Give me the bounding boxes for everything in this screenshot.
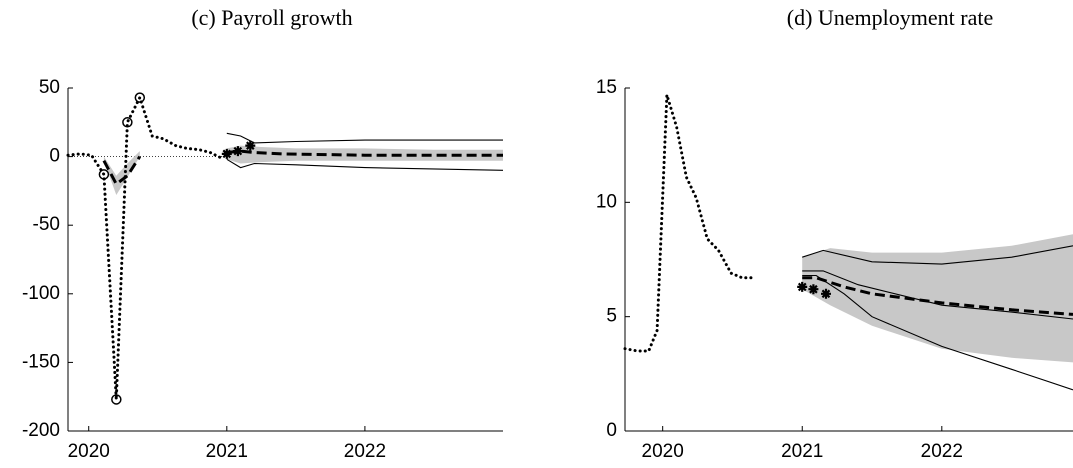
dotted-line: [66, 93, 223, 400]
star-marker: [797, 281, 808, 292]
circle-marker: [122, 117, 133, 128]
y-tick-label: 10: [596, 191, 617, 212]
star-marker: [808, 284, 819, 295]
y-tick-label: -100: [22, 283, 60, 304]
x-tick-label: 2020: [68, 441, 110, 462]
solid-line: [802, 274, 1073, 391]
x-tick-label: 2021: [781, 441, 823, 462]
solid-line: [226, 132, 503, 144]
star-marker: [245, 140, 256, 151]
y-tick-label: 50: [39, 77, 60, 98]
dashed-line: [102, 149, 503, 187]
star-marker: [221, 148, 232, 159]
star-marker: [821, 288, 831, 299]
y-tick-label: -200: [22, 420, 60, 441]
chart-title: (c) Payroll growth: [191, 5, 352, 30]
circle-marker: [111, 394, 122, 405]
y-tick-label: 0: [49, 146, 60, 167]
circle-marker: [134, 92, 146, 103]
circle-marker: [98, 169, 110, 180]
y-tick-label: 0: [606, 420, 617, 441]
x-tick-label: 2022: [921, 441, 963, 462]
dotted-line: [623, 94, 755, 353]
confidence-band: [103, 151, 140, 195]
solid-line: [226, 158, 504, 171]
dashed-line: [802, 276, 1073, 316]
y-tick-label: -50: [33, 214, 60, 235]
chart-title: (d) Unemployment rate: [787, 5, 994, 30]
solid-line: [802, 245, 1073, 265]
confidence-band: [802, 234, 1073, 363]
x-tick-label: 2020: [642, 441, 684, 462]
x-tick-label: 2022: [344, 441, 386, 462]
x-tick-label: 2021: [206, 441, 248, 462]
star-marker: [232, 146, 243, 157]
y-tick-label: 5: [606, 306, 617, 327]
solid-line: [802, 270, 1073, 320]
y-tick-label: 15: [596, 77, 617, 98]
y-tick-label: -150: [22, 351, 60, 372]
